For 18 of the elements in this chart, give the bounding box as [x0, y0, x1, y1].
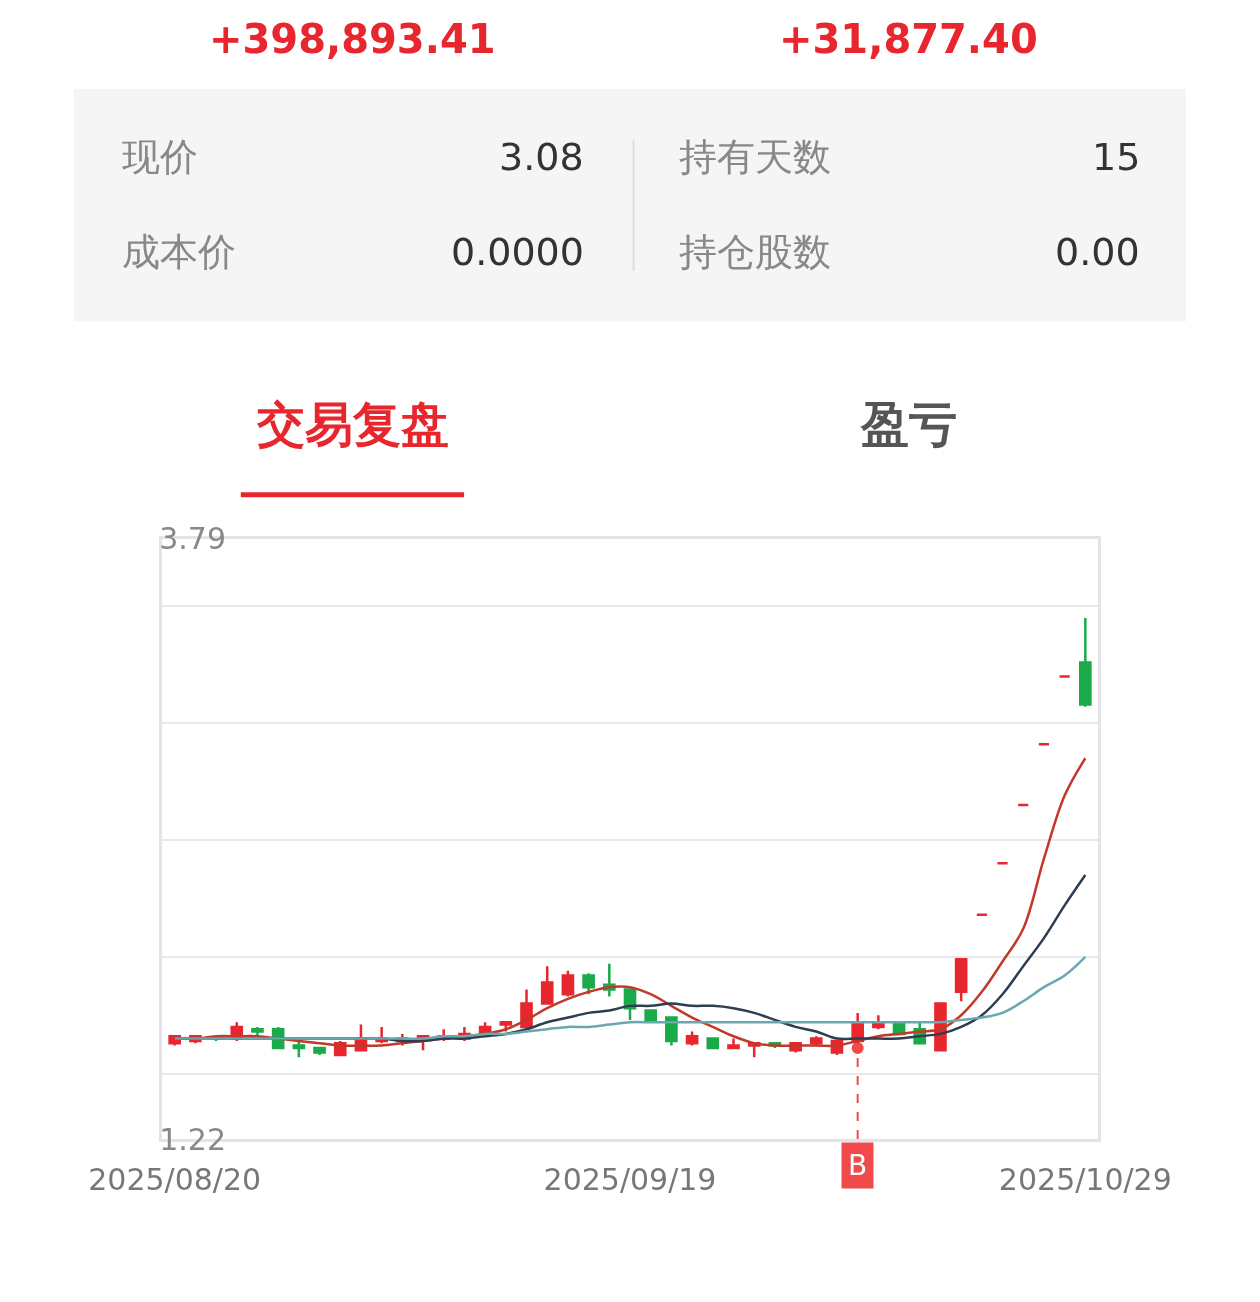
x-tick-label: 2025/10/29 [998, 1162, 1172, 1198]
annotation: B [848, 1149, 868, 1182]
text: 持有天数 [679, 135, 831, 179]
text: +398,893.41 [209, 16, 496, 62]
text: 交易复盘 [256, 396, 449, 452]
y-tick-label: 1.22 [159, 1121, 227, 1157]
y-tick-label: 3.79 [159, 521, 227, 557]
text: 3.08 [499, 135, 584, 179]
text: 持仓股数 [679, 230, 831, 274]
x-tick-label: 2025/08/20 [88, 1162, 262, 1198]
text: 0.0000 [451, 230, 584, 274]
text: 0.00 [1055, 230, 1140, 274]
x-tick-label: 2025/09/19 [543, 1162, 717, 1198]
text: 盈亏 [860, 396, 957, 452]
text: 现价 [122, 135, 198, 179]
text: 成本价 [122, 230, 236, 274]
text: 15 [1092, 135, 1141, 179]
text: +31,877.40 [779, 16, 1038, 62]
